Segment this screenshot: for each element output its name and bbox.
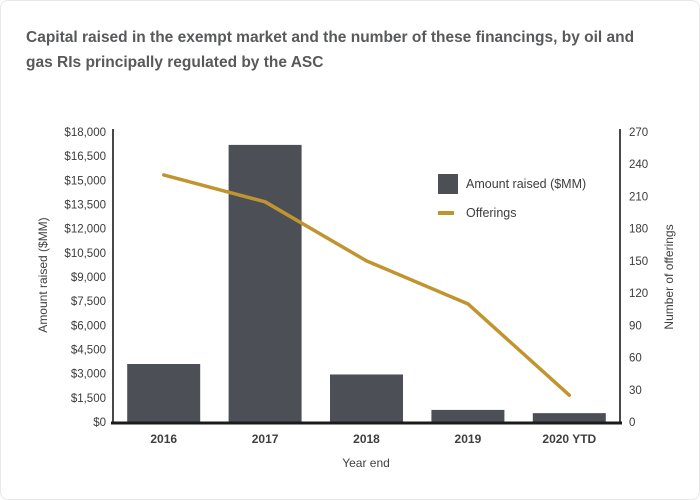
x-axis-category-label: 2017 bbox=[252, 432, 279, 446]
bar-series-swatch-icon bbox=[438, 174, 458, 194]
left-axis-tick-label: $6,000 bbox=[71, 320, 106, 332]
offerings-line bbox=[161, 173, 572, 397]
left-axis-tick-label: $13,500 bbox=[64, 200, 106, 212]
left-axis-tick-label: $0 bbox=[93, 417, 106, 429]
right-axis-tick-label: 270 bbox=[629, 127, 648, 139]
chart-title-line-1: Capital raised in the exempt market and … bbox=[26, 29, 635, 46]
left-axis-tick-label: $10,500 bbox=[64, 248, 106, 260]
chart-legend: Amount raised ($MM) Offerings bbox=[438, 174, 586, 223]
right-axis-tick-label: 60 bbox=[629, 353, 642, 365]
chart-title-line-2: gas RIs principally regulated by the ASC bbox=[26, 54, 324, 71]
left-axis-tick-label: $16,500 bbox=[64, 151, 106, 163]
right-axis-tick-label: 180 bbox=[629, 224, 648, 236]
left-axis-tick-label: $18,000 bbox=[64, 127, 106, 139]
legend-label-amount-raised: Amount raised ($MM) bbox=[466, 177, 587, 191]
right-axis-tick-label: 0 bbox=[629, 417, 635, 429]
bar-2016 bbox=[127, 364, 201, 422]
bar-2018 bbox=[330, 374, 403, 422]
right-axis-tick-label: 210 bbox=[629, 191, 648, 203]
x-axis-category-label: 2019 bbox=[455, 432, 482, 446]
right-axis-tick-label: 120 bbox=[629, 288, 648, 300]
x-axis-category-label: 2018 bbox=[353, 432, 380, 446]
left-axis-tick-label: $15,000 bbox=[64, 175, 106, 187]
x-axis-category-label: 2020 YTD bbox=[542, 432, 596, 446]
left-axis-tick-label: $9,000 bbox=[71, 272, 106, 284]
bar-2019 bbox=[431, 409, 505, 422]
right-axis-tick-label: 150 bbox=[629, 256, 648, 268]
legend-item-amount-raised: Amount raised ($MM) bbox=[438, 174, 586, 194]
left-axis-tick-label: $7,500 bbox=[71, 296, 106, 308]
left-axis-tick-label: $3,000 bbox=[71, 369, 106, 381]
left-axis-tick-label: $4,500 bbox=[71, 345, 106, 357]
left-axis-tick-label: $1,500 bbox=[71, 393, 106, 405]
right-axis-title: Number of offerings bbox=[662, 224, 676, 330]
x-axis-title: Year end bbox=[342, 456, 390, 470]
left-axis-tick-label: $12,000 bbox=[64, 224, 106, 236]
bar-2017 bbox=[228, 144, 302, 422]
x-axis-category-label: 2016 bbox=[150, 432, 177, 446]
right-axis-tick-label: 90 bbox=[629, 320, 642, 332]
legend-label-offerings: Offerings bbox=[466, 206, 517, 220]
line-series-swatch-icon bbox=[438, 211, 454, 215]
right-axis-tick-label: 30 bbox=[629, 385, 642, 397]
bar-2020-ytd bbox=[532, 413, 606, 422]
legend-item-offerings: Offerings bbox=[438, 203, 586, 223]
chart-title: Capital raised in the exempt market and … bbox=[26, 25, 686, 75]
left-axis-title: Amount raised ($MM) bbox=[36, 217, 50, 333]
right-axis-tick-label: 240 bbox=[629, 159, 648, 171]
